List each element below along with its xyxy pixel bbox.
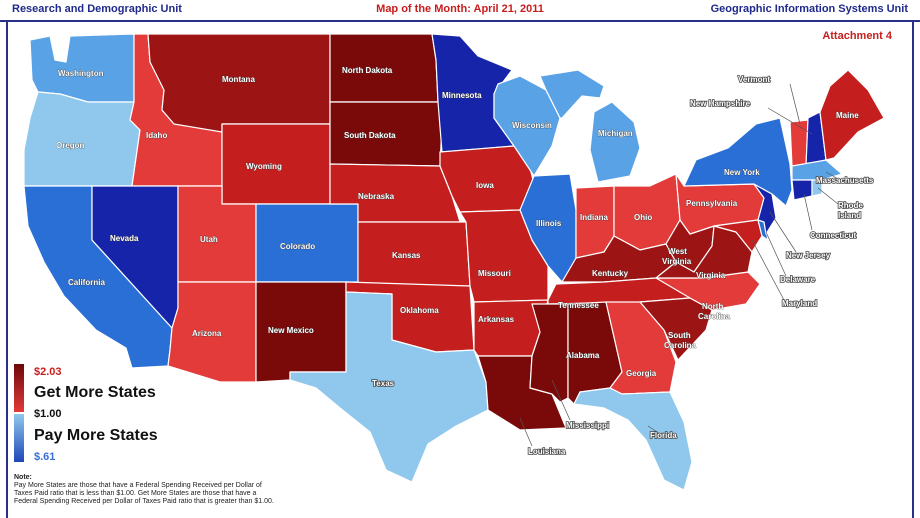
label-vermont: Vermont [738, 75, 770, 84]
label-north-carolina-1: North [702, 302, 723, 311]
state-vermont [789, 119, 809, 167]
label-louisiana: Louisiana [528, 447, 566, 456]
legend-blue-ramp [14, 414, 24, 462]
label-tennessee: Tennessee [558, 301, 599, 310]
label-south-carolina-1: South [668, 331, 691, 340]
legend-mid-value: $1.00 [34, 408, 62, 420]
label-new-york: New York [724, 168, 760, 177]
label-nebraska: Nebraska [358, 192, 395, 201]
map-title: Map of the Month: April 21, 2011 [376, 3, 544, 15]
state-maryland [713, 219, 763, 253]
leader-delaware [765, 231, 787, 277]
label-south-carolina-2: Carolina [664, 341, 697, 350]
label-minnesota: Minnesota [442, 91, 482, 100]
label-arizona: Arizona [192, 329, 222, 338]
leader-connecticut [803, 193, 813, 231]
label-iowa: Iowa [476, 181, 494, 190]
leader-louisiana [519, 417, 533, 447]
state-florida [573, 387, 693, 491]
legend: $2.03 Get More States $1.00 Pay More Sta… [14, 364, 214, 464]
label-connecticut: Connecticut [810, 231, 857, 240]
note-title: Note: [14, 474, 32, 481]
label-mississippi: Mississippi [566, 421, 609, 430]
label-maryland: Maryland [782, 299, 817, 308]
label-indiana: Indiana [580, 213, 609, 222]
label-wyoming: Wyoming [246, 162, 282, 171]
header-left-unit: Research and Demographic Unit [12, 3, 182, 15]
state-connecticut [791, 179, 813, 201]
legend-red-ramp [14, 364, 24, 412]
leader-new-hampshire [767, 107, 813, 135]
legend-min-value: $.61 [34, 451, 56, 463]
frame-left-border [6, 22, 8, 518]
label-west-virginia-1: West [668, 247, 687, 256]
label-michigan: Michigan [598, 129, 633, 138]
label-georgia: Georgia [626, 369, 657, 378]
leader-maryland [751, 239, 785, 301]
label-massachusetts: Massachusetts [816, 176, 874, 185]
state-washington [29, 33, 135, 103]
state-wisconsin [493, 75, 561, 177]
state-massachusetts [791, 159, 843, 181]
state-new-york [683, 117, 793, 207]
state-michigan [539, 69, 641, 183]
note-block: Note: Pay More States are those that hav… [14, 474, 274, 506]
label-delaware: Delaware [780, 275, 816, 284]
label-north-dakota: North Dakota [342, 66, 393, 75]
note-text: Pay More States are those that have a Fe… [14, 482, 274, 505]
label-rhode-island-1: Rhode [838, 201, 863, 210]
state-new-jersey [753, 183, 777, 235]
header-bar: Map of the Month: April 21, 2011 Researc… [0, 0, 920, 22]
label-nevada: Nevada [110, 234, 139, 243]
label-texas: Texas [372, 379, 395, 388]
label-kansas: Kansas [392, 251, 421, 260]
label-new-hampshire: New Hampshire [690, 99, 751, 108]
attachment-label: Attachment 4 [822, 30, 892, 42]
label-florida: Florida [650, 431, 677, 440]
frame-right-border [912, 22, 914, 518]
state-oregon [23, 91, 141, 187]
label-rhode-island-2: Island [838, 211, 861, 220]
label-new-jersey: New Jersey [786, 251, 831, 260]
label-california: California [68, 278, 105, 287]
label-maine: Maine [836, 111, 859, 120]
state-texas [289, 291, 489, 483]
state-maine [819, 69, 885, 161]
label-idaho: Idaho [146, 131, 167, 140]
label-oregon: Oregon [56, 141, 85, 150]
leader-florida [647, 425, 661, 435]
label-south-dakota: South Dakota [344, 131, 396, 140]
leader-vermont [789, 83, 801, 125]
label-pennsylvania: Pennsylvania [686, 199, 738, 208]
label-new-mexico: New Mexico [268, 326, 314, 335]
label-missouri: Missouri [478, 269, 511, 278]
leader-rhode-island [817, 187, 839, 205]
label-west-virginia-2: Virginia [662, 257, 692, 266]
label-alabama: Alabama [566, 351, 600, 360]
label-oklahoma: Oklahoma [400, 306, 439, 315]
legend-get-more-label: Get More States [34, 384, 156, 401]
leader-mississippi [551, 379, 571, 421]
leader-massachusetts [825, 171, 841, 181]
state-virginia [655, 225, 753, 279]
label-montana: Montana [222, 75, 255, 84]
label-illinois: Illinois [536, 219, 562, 228]
label-washington: Washington [58, 69, 104, 78]
label-utah: Utah [200, 235, 218, 244]
label-virginia: Virginia [696, 271, 726, 280]
legend-pay-more-label: Pay More States [34, 427, 158, 444]
legend-max-value: $2.03 [34, 366, 62, 378]
label-arkansas: Arkansas [478, 315, 515, 324]
label-kentucky: Kentucky [592, 269, 629, 278]
leader-new-jersey [769, 211, 797, 253]
state-mississippi [529, 303, 569, 403]
state-rhode-island [811, 179, 823, 197]
header-right-unit: Geographic Information Systems Unit [710, 3, 908, 15]
label-ohio: Ohio [634, 213, 652, 222]
label-wisconsin: Wisconsin [512, 121, 552, 130]
label-colorado: Colorado [280, 242, 315, 251]
label-north-carolina-2: Carolina [698, 312, 731, 321]
